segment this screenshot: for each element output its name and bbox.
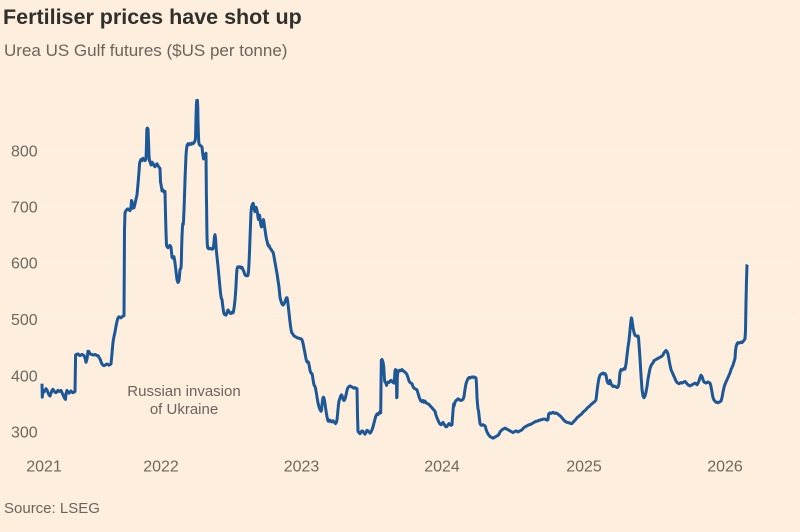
svg-text:2021: 2021 bbox=[26, 459, 62, 476]
svg-text:2025: 2025 bbox=[566, 459, 602, 476]
svg-text:of Ukraine: of Ukraine bbox=[150, 401, 218, 418]
svg-text:Fertiliser prices have shot up: Fertiliser prices have shot up bbox=[3, 5, 302, 29]
svg-text:400: 400 bbox=[11, 369, 38, 386]
svg-text:2022: 2022 bbox=[143, 459, 179, 476]
svg-text:600: 600 bbox=[11, 256, 38, 273]
svg-text:500: 500 bbox=[11, 312, 38, 329]
svg-text:800: 800 bbox=[11, 144, 38, 161]
svg-text:2023: 2023 bbox=[284, 459, 320, 476]
svg-text:300: 300 bbox=[11, 425, 38, 442]
svg-text:2026: 2026 bbox=[707, 459, 743, 476]
svg-text:Source: LSEG: Source: LSEG bbox=[4, 500, 100, 517]
svg-text:Russian invasion: Russian invasion bbox=[127, 383, 240, 400]
svg-text:700: 700 bbox=[11, 200, 38, 217]
svg-text:2024: 2024 bbox=[424, 459, 460, 476]
svg-text:Urea US Gulf futures ($US per: Urea US Gulf futures ($US per tonne) bbox=[4, 41, 287, 60]
